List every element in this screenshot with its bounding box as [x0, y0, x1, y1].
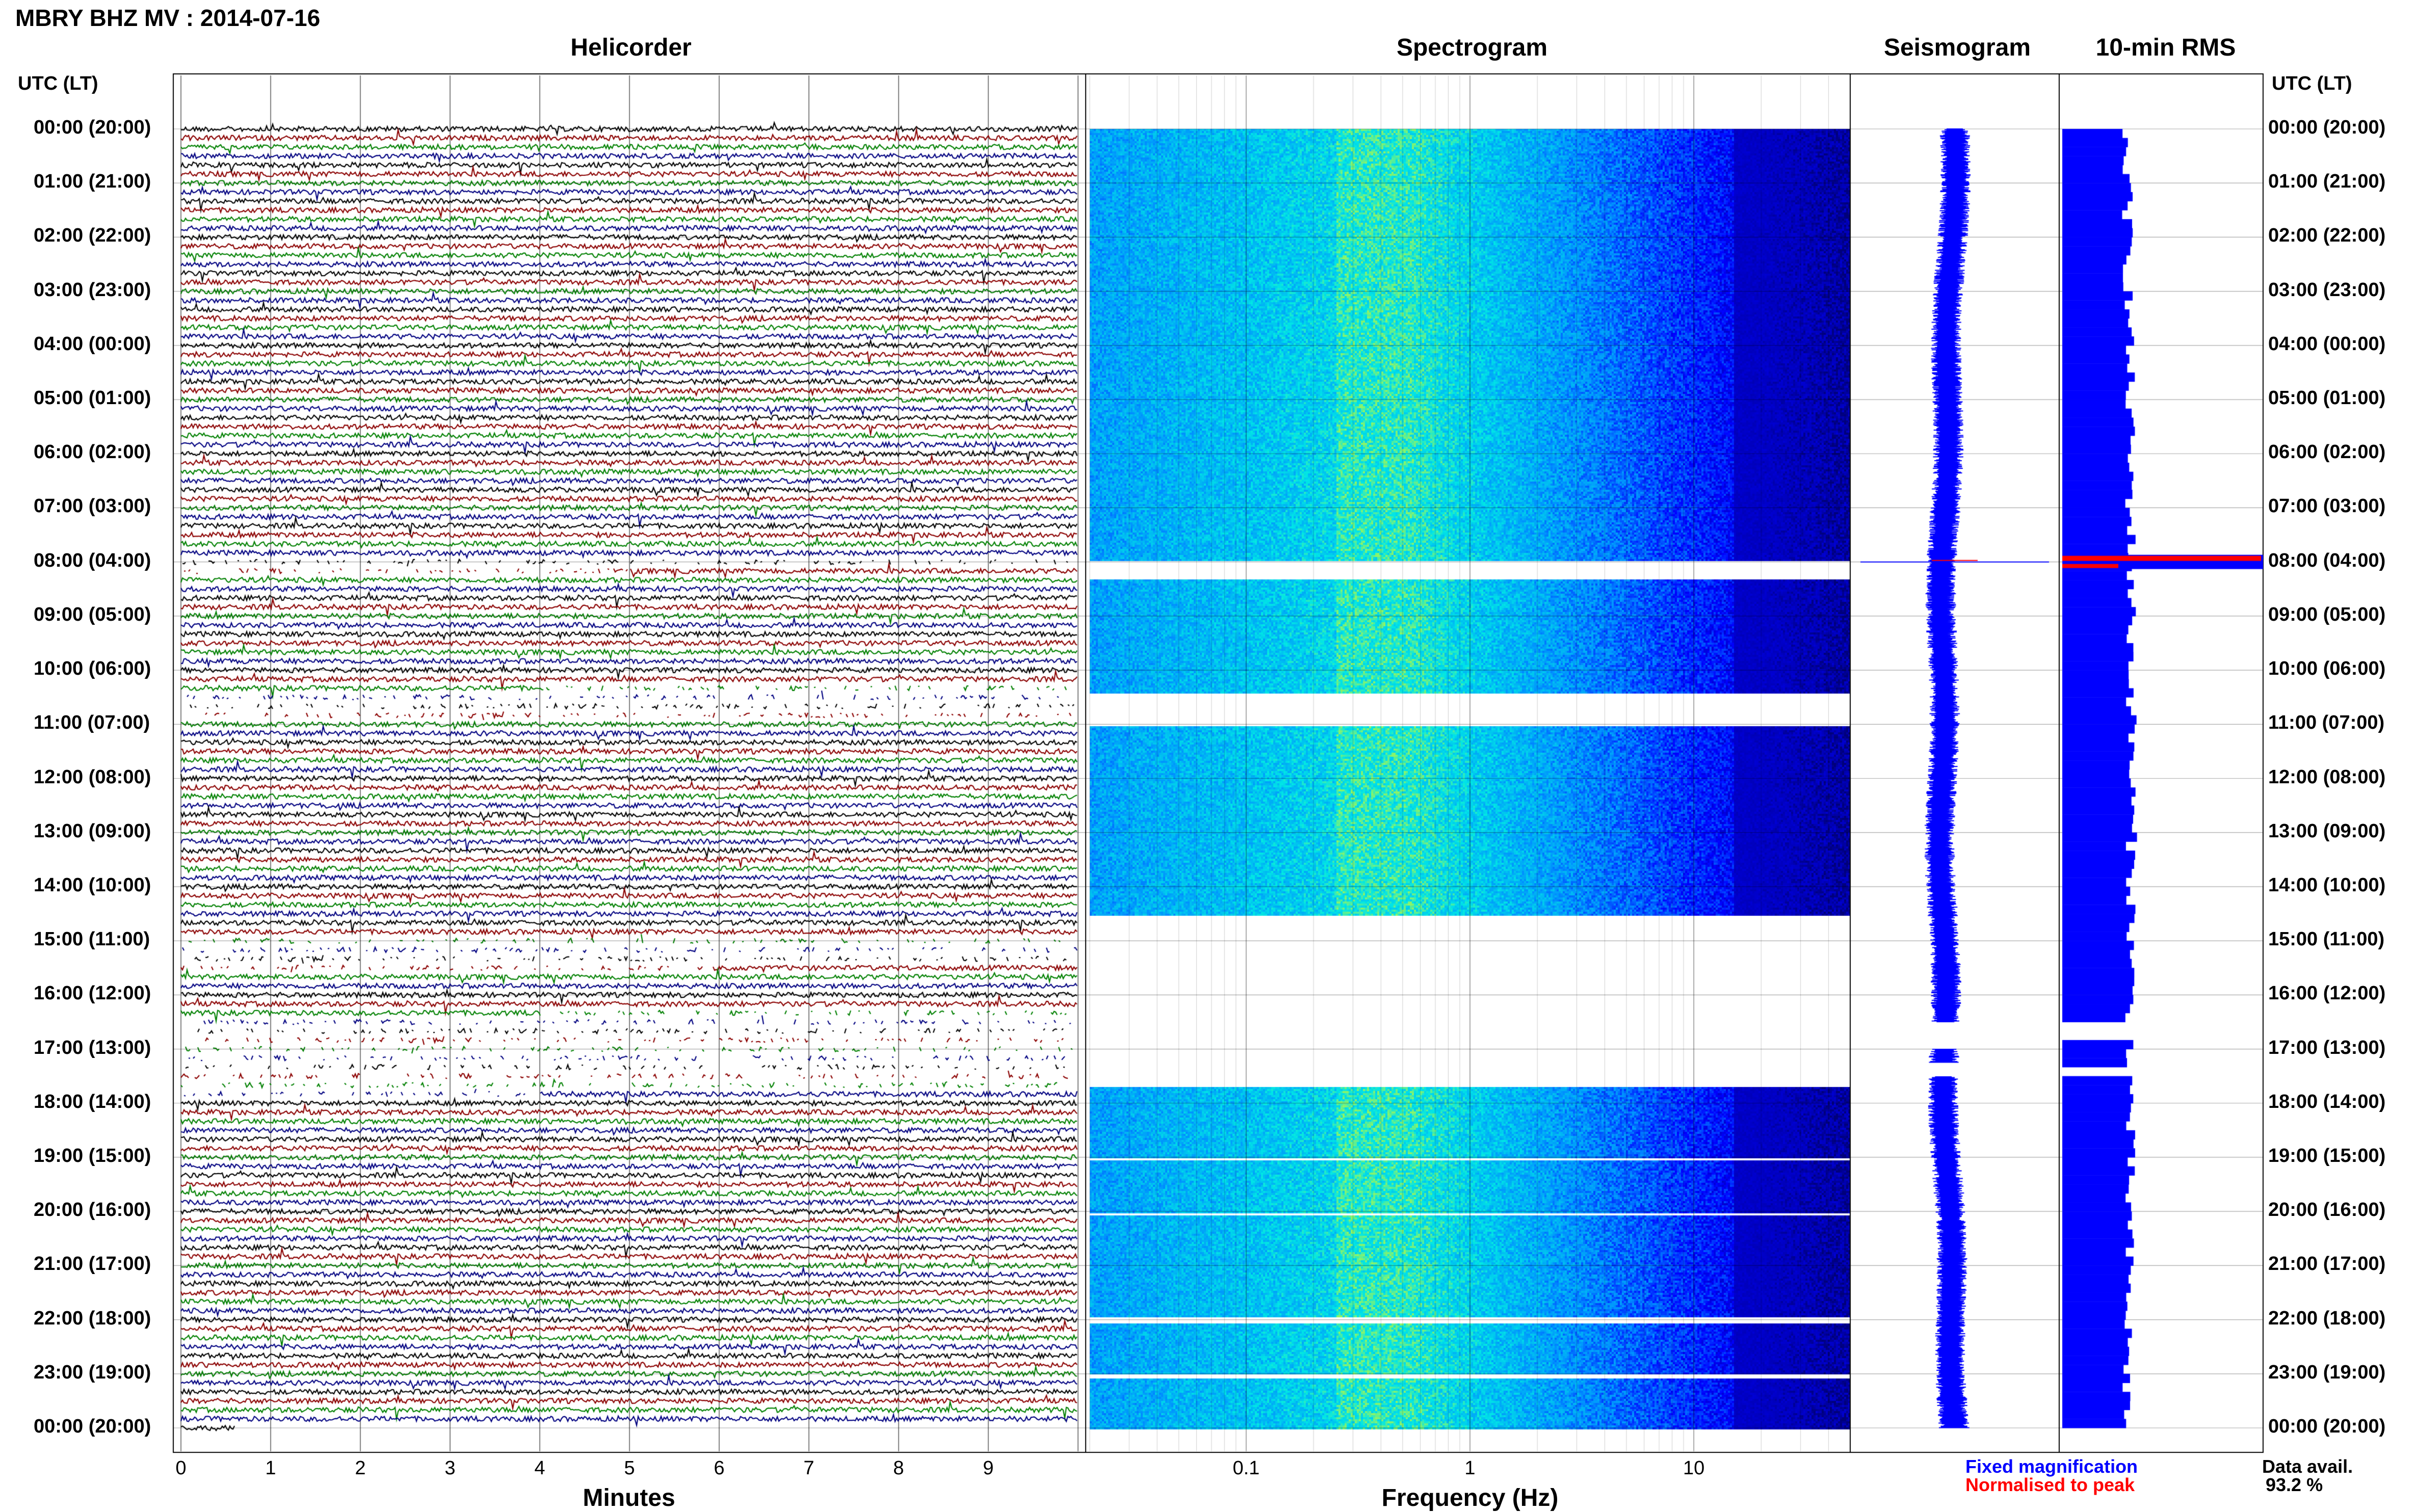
right-time-label: 21:00 (17:00) [2268, 1253, 2386, 1275]
helicorder-tick-label: 5 [624, 1457, 635, 1479]
right-time-label: 10:00 (06:00) [2268, 658, 2386, 680]
right-time-axis-title: UTC (LT) [2272, 73, 2352, 94]
helicorder-tick-label: 6 [714, 1457, 725, 1479]
helicorder-title: Helicorder [570, 34, 692, 61]
left-time-label: 12:00 (08:00) [34, 766, 151, 788]
helicorder-tick-label: 3 [444, 1457, 456, 1479]
left-time-label: 04:00 (00:00) [34, 333, 151, 355]
left-time-label: 23:00 (19:00) [34, 1361, 151, 1383]
helicorder-x-axis-label: Minutes [583, 1484, 675, 1511]
right-time-label: 23:00 (19:00) [2268, 1361, 2386, 1383]
left-time-label: 09:00 (05:00) [34, 603, 151, 625]
data-availability-value: 93.2 % [2266, 1474, 2323, 1495]
left-time-axis-title: UTC (LT) [18, 73, 98, 94]
helicorder-tick-label: 9 [983, 1457, 994, 1479]
helicorder-tick-label: 2 [355, 1457, 366, 1479]
right-time-label: 01:00 (21:00) [2268, 171, 2386, 193]
left-time-label: 20:00 (16:00) [34, 1199, 151, 1221]
left-time-label: 01:00 (21:00) [34, 171, 151, 193]
helicorder-tick-label: 0 [175, 1457, 187, 1479]
right-time-label: 16:00 (12:00) [2268, 983, 2386, 1004]
left-time-label: 15:00 (11:00) [34, 929, 150, 950]
seismogram-title: Seismogram [1883, 34, 2031, 61]
left-time-label: 06:00 (02:00) [34, 441, 151, 463]
left-time-label: 02:00 (22:00) [34, 225, 151, 247]
right-time-label: 13:00 (09:00) [2268, 820, 2386, 842]
plot-title: MBRY BHZ MV : 2014-07-16 [15, 5, 321, 31]
right-time-label: 18:00 (14:00) [2268, 1091, 2386, 1112]
right-time-label: 14:00 (10:00) [2268, 874, 2386, 896]
left-time-label: 00:00 (20:00) [34, 117, 151, 138]
right-time-label: 15:00 (11:00) [2268, 929, 2385, 950]
right-time-label: 00:00 (20:00) [2268, 1416, 2386, 1437]
spectrogram-tick-label: 10 [1683, 1457, 1705, 1479]
right-time-label: 04:00 (00:00) [2268, 333, 2386, 355]
spectrogram-tick-label: 1 [1464, 1457, 1476, 1479]
right-time-label: 22:00 (18:00) [2268, 1307, 2386, 1329]
left-time-label: 03:00 (23:00) [34, 279, 151, 301]
right-time-label: 08:00 (04:00) [2268, 549, 2386, 571]
helicorder-tick-label: 4 [534, 1457, 545, 1479]
left-time-label: 11:00 (07:00) [34, 712, 150, 734]
right-time-label: 03:00 (23:00) [2268, 279, 2386, 301]
left-time-label: 05:00 (01:00) [34, 387, 151, 409]
right-time-label: 17:00 (13:00) [2268, 1037, 2386, 1058]
left-time-label: 07:00 (03:00) [34, 495, 151, 517]
spectrogram-title: Spectrogram [1396, 34, 1548, 61]
left-time-label: 13:00 (09:00) [34, 820, 151, 842]
right-time-label: 12:00 (08:00) [2268, 766, 2386, 788]
legend-normalised-to-peak: Normalised to peak [1965, 1474, 2135, 1495]
data-availability-label: Data avail. [2262, 1456, 2353, 1477]
left-time-label: 16:00 (12:00) [34, 983, 151, 1004]
left-time-label: 10:00 (06:00) [34, 658, 151, 680]
left-time-label: 21:00 (17:00) [34, 1253, 151, 1275]
spectrogram-x-axis-label: Frequency (Hz) [1381, 1484, 1559, 1511]
right-time-label: 05:00 (01:00) [2268, 387, 2386, 409]
right-time-label: 09:00 (05:00) [2268, 603, 2386, 625]
left-time-label: 14:00 (10:00) [34, 874, 151, 896]
legend-fixed-magnification: Fixed magnification [1965, 1456, 2138, 1477]
left-time-label: 22:00 (18:00) [34, 1307, 151, 1329]
rms-title: 10-min RMS [2095, 34, 2236, 61]
right-time-label: 11:00 (07:00) [2268, 712, 2385, 734]
spectrogram-tick-label: 0.1 [1232, 1457, 1260, 1479]
left-time-label: 00:00 (20:00) [34, 1416, 151, 1437]
right-time-label: 07:00 (03:00) [2268, 495, 2386, 517]
left-time-label: 08:00 (04:00) [34, 549, 151, 571]
helicorder-tick-label: 7 [803, 1457, 815, 1479]
helicorder-tick-label: 8 [893, 1457, 904, 1479]
right-time-label: 00:00 (20:00) [2268, 117, 2386, 138]
right-time-label: 19:00 (15:00) [2268, 1145, 2386, 1166]
left-time-label: 17:00 (13:00) [34, 1037, 151, 1058]
right-time-label: 20:00 (16:00) [2268, 1199, 2386, 1221]
left-time-label: 19:00 (15:00) [34, 1145, 151, 1166]
right-time-label: 02:00 (22:00) [2268, 225, 2386, 247]
right-time-label: 06:00 (02:00) [2268, 441, 2386, 463]
left-time-label: 18:00 (14:00) [34, 1091, 151, 1112]
helicorder-tick-label: 1 [265, 1457, 276, 1479]
